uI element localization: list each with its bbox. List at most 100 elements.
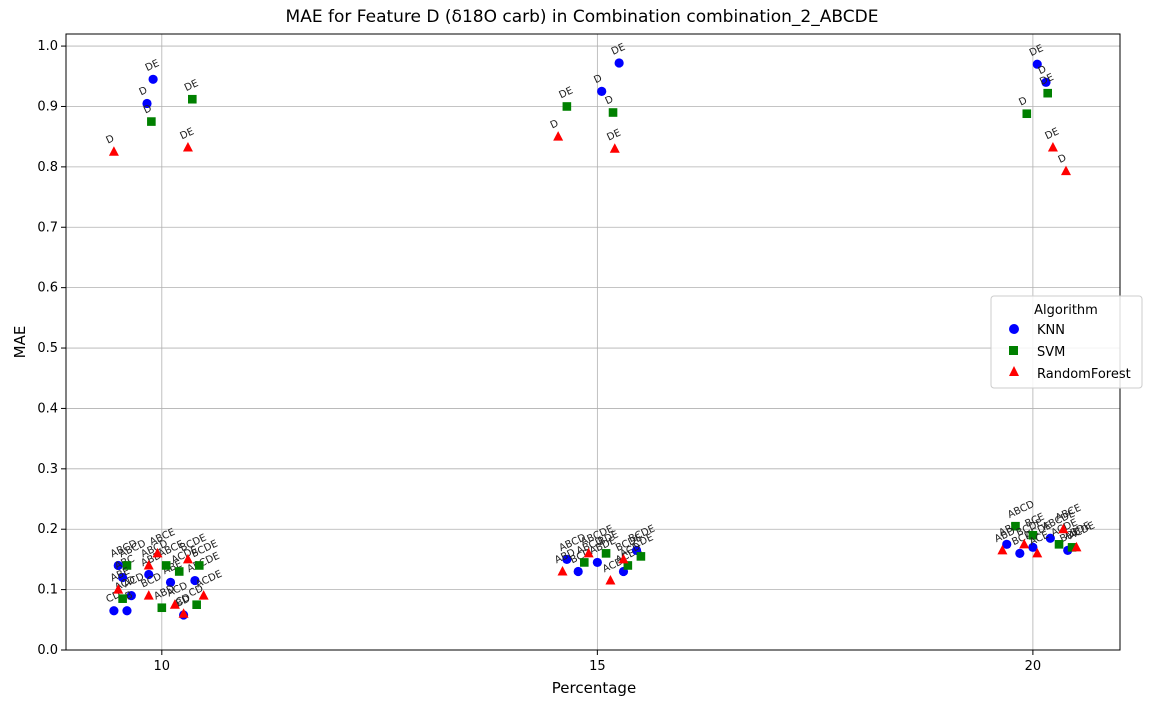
plot-frame (65, 33, 1121, 651)
legend-label-knn: KNN (1037, 323, 1065, 338)
knn-point-label: DE (144, 58, 161, 74)
knn-point (165, 577, 176, 587)
knn-point-label: D (1037, 64, 1049, 77)
randomforest-point (605, 575, 616, 585)
svm-point (579, 558, 589, 567)
svm-point (1011, 521, 1020, 531)
y-tick-label: 0.1 (37, 583, 58, 598)
legend-label-svm: SVM (1037, 345, 1065, 360)
legend-box (990, 295, 1143, 389)
data-points: DDEABCDABCACDCDABABDABEBDABCDEDDEABCDBCD… (105, 42, 1097, 620)
svm-point-label: DE (1038, 72, 1055, 88)
randomforest-point (1058, 523, 1069, 534)
svm-point (174, 567, 184, 576)
svm-point-label: D (604, 94, 616, 107)
grid-lines (66, 34, 1120, 651)
svm-point (623, 561, 633, 570)
y-tick-label: 0.7 (37, 220, 58, 235)
svm-point (636, 552, 646, 561)
knn-point-label: DE (1028, 43, 1045, 59)
x-tick-label: 20 (1025, 659, 1042, 674)
knn-point (113, 560, 123, 571)
randomforest-point (152, 547, 163, 558)
knn-point (142, 98, 152, 109)
randomforest-point (108, 146, 119, 156)
randomforest-point (997, 544, 1008, 555)
svm-point (608, 108, 618, 117)
randomforest-point (1060, 165, 1071, 176)
y-tick-label: 0.8 (37, 160, 58, 175)
randomforest-point-label: ACDE (194, 569, 224, 591)
svm-point-label: DE (183, 78, 200, 94)
y-tick-label: 0.9 (37, 99, 58, 114)
knn-point (614, 58, 624, 68)
knn-point (126, 591, 136, 601)
y-tick-label: 0.0 (37, 643, 58, 658)
y-tick-label: 0.6 (37, 281, 58, 296)
knn-point (190, 575, 200, 586)
svm-point (161, 561, 171, 570)
y-axis-label: MAE (11, 326, 29, 359)
randomforest-point (1019, 538, 1030, 549)
knn-point-label: DE (610, 42, 627, 58)
randomforest-point (113, 584, 124, 594)
svm-point (122, 561, 132, 570)
y-tick-label: 0.3 (37, 462, 58, 477)
randomforest-point-label: BCD (139, 571, 163, 590)
randomforest-point (553, 131, 564, 141)
legend-marker-randomforest (1009, 366, 1019, 376)
knn-point-label: D (138, 85, 150, 98)
randomforest-point-label: DE (605, 128, 622, 144)
svm-point (1067, 543, 1077, 552)
svm-point (188, 94, 197, 104)
svm-point (601, 549, 611, 558)
randomforest-point (1071, 541, 1082, 552)
randomforest-point-label: D (1057, 152, 1069, 165)
svm-point (1043, 88, 1053, 98)
knn-point (1015, 548, 1025, 558)
randomforest-point (143, 590, 154, 600)
knn-point (1041, 77, 1051, 87)
knn-point (1032, 59, 1042, 69)
randomforest-point (1047, 142, 1058, 152)
svm-point-label: D (142, 103, 154, 116)
svm-point (1054, 540, 1064, 549)
axis-ticks: 10 15 20 0.0 0.1 0.2 0.3 0.4 0.5 0.6 0.7 0.8 0.9 1.0 (37, 39, 1041, 674)
chart-title: MAE for Feature D (δ18O carb) in Combina… (286, 7, 879, 27)
y-tick-label: 0.5 (37, 341, 58, 356)
svm-point (194, 561, 204, 570)
x-tick-label: 15 (589, 659, 606, 674)
svm-point-label: DE (557, 85, 574, 101)
randomforest-point (182, 142, 193, 152)
knn-point (1045, 533, 1055, 543)
knn-point (144, 569, 154, 580)
randomforest-point-label: D (549, 118, 561, 131)
knn-point (573, 566, 583, 577)
randomforest-point (182, 553, 193, 564)
knn-point (592, 557, 602, 568)
x-tick-label: 10 (154, 659, 171, 674)
randomforest-point (583, 547, 594, 558)
knn-point (1028, 542, 1038, 552)
svm-point (118, 594, 127, 603)
svm-point (562, 102, 572, 111)
randomforest-point (143, 559, 154, 570)
randomforest-point (618, 553, 629, 564)
svm-point (147, 117, 156, 126)
knn-point (118, 572, 128, 583)
knn-point (1002, 539, 1012, 549)
randomforest-point (1032, 547, 1043, 558)
x-axis-label: Percentage (552, 679, 636, 697)
randomforest-point (609, 143, 620, 153)
randomforest-point (178, 608, 189, 618)
svm-point-label: D (1017, 95, 1029, 108)
randomforest-point-label: DE (1044, 126, 1061, 142)
legend-title: Algorithm (1034, 303, 1098, 318)
knn-point-label: D (592, 73, 604, 86)
legend: Algorithm KNN SVM RandomForest (990, 295, 1143, 389)
y-tick-label: 0.2 (37, 522, 58, 537)
knn-point (562, 554, 572, 565)
y-tick-label: 0.4 (37, 401, 58, 416)
knn-point (122, 606, 132, 616)
